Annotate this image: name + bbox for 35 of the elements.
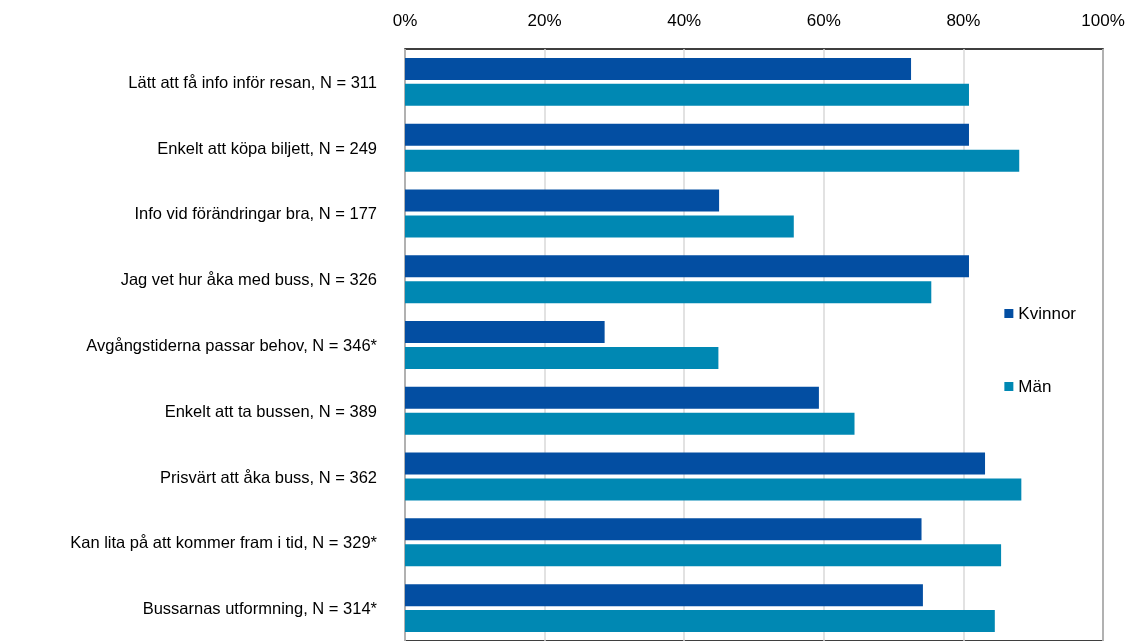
bar [405, 149, 1020, 172]
bar [405, 478, 1022, 501]
legend-label: Kvinnor [1018, 304, 1077, 323]
y-tick-label: Info vid förändringar bra, N = 177 [134, 204, 377, 223]
bar [405, 544, 1002, 567]
bar [405, 584, 923, 607]
y-tick-label: Enkelt att köpa biljett, N = 249 [157, 138, 377, 157]
bar [405, 215, 794, 238]
bar [405, 610, 995, 633]
bar [405, 123, 969, 146]
y-tick-label: Enkelt att ta bussen, N = 389 [164, 401, 377, 420]
bar [405, 83, 969, 106]
x-tick-label: 20% [527, 11, 562, 30]
x-tick-label: 40% [667, 11, 702, 30]
bar [405, 57, 912, 80]
bar [405, 412, 855, 435]
bar [405, 346, 719, 369]
y-tick-label: Kan lita på att kommer fram i tid, N = 329* [70, 533, 378, 552]
bar [405, 281, 932, 304]
bar [405, 255, 969, 278]
x-tick-label: 100% [1081, 11, 1125, 30]
bar [405, 321, 605, 344]
bar [405, 189, 720, 212]
y-tick-label: Jag vet hur åka med buss, N = 326 [120, 270, 377, 289]
bar [405, 386, 819, 409]
legend-label: Män [1018, 377, 1052, 396]
x-tick-label: 80% [946, 11, 981, 30]
y-tick-label: Avgångstiderna passar behov, N = 346* [86, 336, 378, 354]
y-tick-label: Lätt att få info inför resan, N = 311 [128, 72, 377, 91]
y-tick-label: Bussarnas utformning, N = 314* [142, 599, 378, 618]
y-tick-label: Prisvärt att åka buss, N = 362 [160, 467, 377, 486]
x-tick-label: 60% [806, 11, 841, 30]
x-tick-label: 0% [392, 11, 418, 30]
bar [405, 518, 922, 541]
bar [405, 452, 986, 475]
